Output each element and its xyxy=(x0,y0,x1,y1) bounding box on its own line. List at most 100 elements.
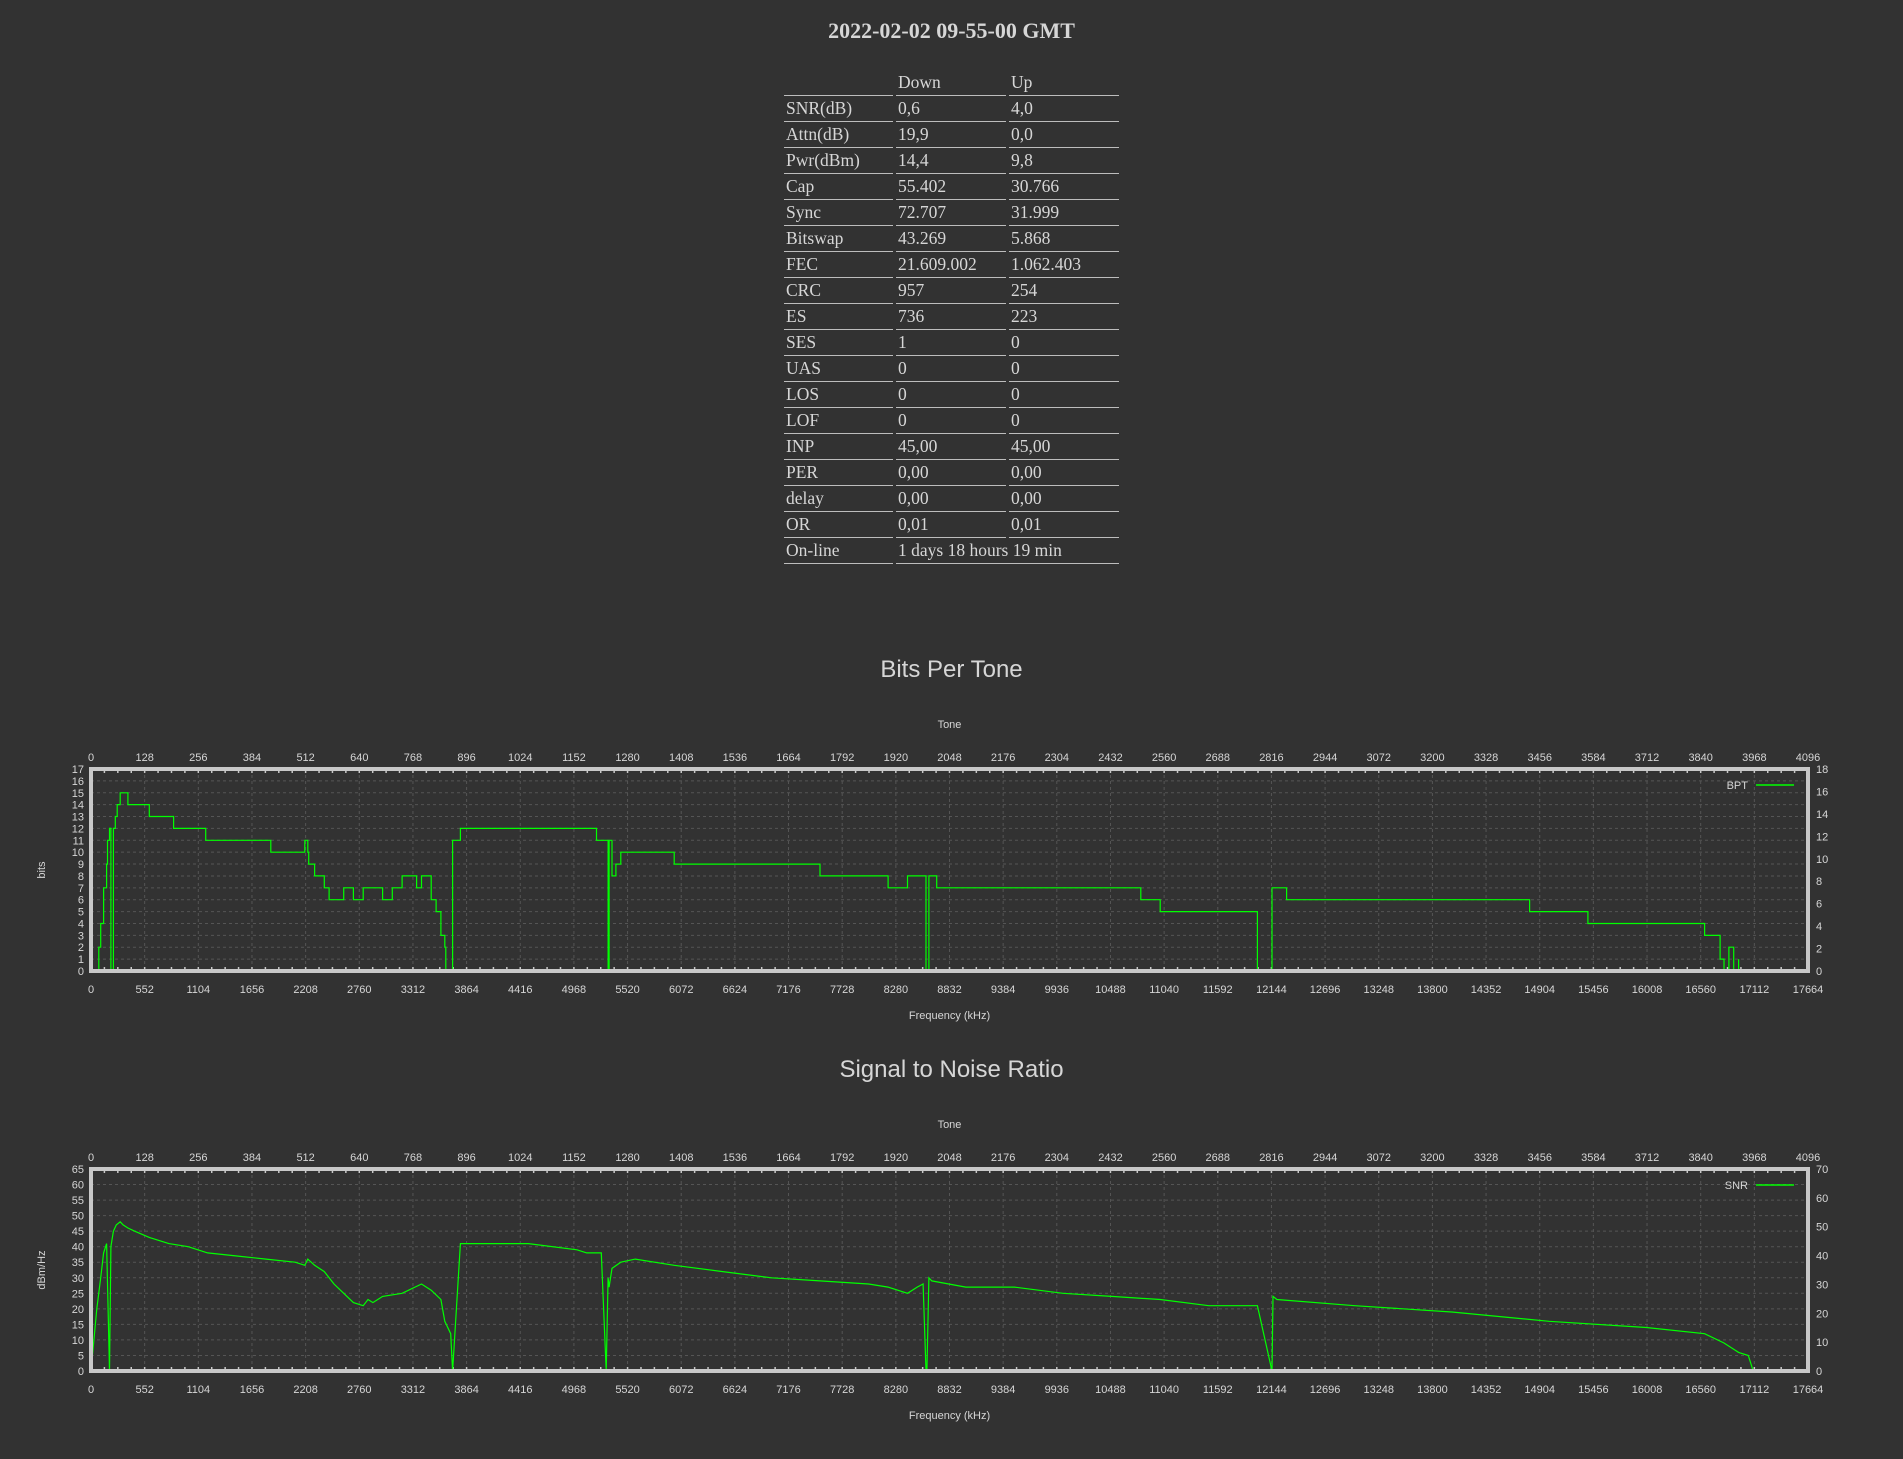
stats-up-value: 0 xyxy=(1009,382,1119,408)
stats-label: Cap xyxy=(784,174,893,200)
plot-frame xyxy=(89,767,1810,973)
stats-label: PER xyxy=(784,460,893,486)
x2-tick-label: 2304 xyxy=(1045,752,1069,764)
y-tick-label: 5 xyxy=(78,1350,84,1362)
y2-tick-label: 10 xyxy=(1816,854,1828,866)
y2-tick-label: 2 xyxy=(1816,944,1822,956)
stats-row: ES 736 223 xyxy=(784,304,1119,330)
stats-row: Bitswap 43.269 5.868 xyxy=(784,226,1119,252)
y2-tick-label: 8 xyxy=(1816,876,1822,888)
stats-down-value: 45,00 xyxy=(896,434,1006,460)
x2-tick-label: 1536 xyxy=(723,752,747,764)
x2-tick-label: 256 xyxy=(189,1152,207,1164)
stats-up-value: 0,00 xyxy=(1009,486,1119,512)
x-tick-label: 11040 xyxy=(1149,1384,1179,1396)
stats-down-value: 0,6 xyxy=(896,96,1006,122)
stats-label: Pwr(dBm) xyxy=(784,148,893,174)
x-tick-label: 12696 xyxy=(1310,984,1341,996)
x-tick-label: 0 xyxy=(88,1384,94,1396)
y2-tick-label: 16 xyxy=(1816,786,1828,798)
stats-down-value: 0 xyxy=(896,408,1006,434)
x2-tick-label: 896 xyxy=(457,1152,475,1164)
stats-up-value: 45,00 xyxy=(1009,434,1119,460)
x-tick-label: 9936 xyxy=(1045,984,1069,996)
x-tick-label: 1656 xyxy=(240,1384,264,1396)
x2-tick-label: 2432 xyxy=(1098,752,1122,764)
x2-axis-label: Tone xyxy=(938,1119,962,1131)
stats-up-value: 4,0 xyxy=(1009,96,1119,122)
x-tick-label: 6072 xyxy=(669,984,693,996)
stats-down-value: 1 xyxy=(896,330,1006,356)
x2-tick-label: 2688 xyxy=(1206,1152,1230,1164)
x-tick-label: 13248 xyxy=(1363,984,1394,996)
x-tick-label: 17112 xyxy=(1739,984,1769,996)
x-tick-label: 10488 xyxy=(1095,1384,1126,1396)
stats-up-value: 30.766 xyxy=(1009,174,1119,200)
y-tick-label: 1 xyxy=(78,954,84,966)
stats-row: SES 1 0 xyxy=(784,330,1119,356)
x-tick-label: 11040 xyxy=(1149,984,1179,996)
x-tick-label: 552 xyxy=(135,984,153,996)
stats-up-value: 0,00 xyxy=(1009,460,1119,486)
snr-chart: Tone Frequency (kHz) dBm/Hz SNR 0 552 1104 1656… xyxy=(36,1119,1828,1422)
y-tick-label: 12 xyxy=(72,823,84,835)
x-tick-label: 13248 xyxy=(1363,1384,1394,1396)
x2-axis-label: Tone xyxy=(938,719,962,731)
x2-tick-label: 0 xyxy=(88,752,94,764)
x2-tick-label: 128 xyxy=(135,752,153,764)
x2-tick-label: 2688 xyxy=(1206,752,1230,764)
y-tick-label: 35 xyxy=(72,1257,84,1269)
y-tick-label: 20 xyxy=(72,1304,84,1316)
x-tick-label: 1104 xyxy=(186,1384,210,1396)
x2-tick-label: 3328 xyxy=(1474,1152,1498,1164)
x-tick-label: 13800 xyxy=(1417,1384,1448,1396)
y-tick-label: 13 xyxy=(72,812,84,824)
y-tick-label: 65 xyxy=(72,1164,84,1176)
stats-up-value: 5.868 xyxy=(1009,226,1119,252)
stats-up-value: 0,0 xyxy=(1009,122,1119,148)
x2-tick-label: 1920 xyxy=(884,1152,908,1164)
y2-tick-label: 50 xyxy=(1816,1222,1828,1234)
y2-tick-label: 0 xyxy=(1816,1366,1822,1378)
x-axis-label: Frequency (kHz) xyxy=(909,1010,990,1022)
stats-up-value: 31.999 xyxy=(1009,200,1119,226)
stats-row: PER 0,00 0,00 xyxy=(784,460,1119,486)
y-tick-label: 40 xyxy=(72,1242,84,1254)
stats-row: Sync 72.707 31.999 xyxy=(784,200,1119,226)
y-tick-label: 8 xyxy=(78,871,84,883)
x-tick-label: 15456 xyxy=(1578,984,1609,996)
x-tick-label: 12144 xyxy=(1256,1384,1287,1396)
x2-tick-label: 1280 xyxy=(615,1152,639,1164)
stats-down-value: 19,9 xyxy=(896,122,1006,148)
x-tick-label: 14352 xyxy=(1471,1384,1502,1396)
x2-tick-label: 768 xyxy=(404,752,422,764)
x-tick-label: 6624 xyxy=(723,984,747,996)
x-tick-label: 3312 xyxy=(401,984,425,996)
x-tick-label: 2760 xyxy=(347,1384,371,1396)
stats-row: LOS 0 0 xyxy=(784,382,1119,408)
x2-tick-label: 3200 xyxy=(1420,1152,1444,1164)
x-tick-label: 8832 xyxy=(937,1384,961,1396)
stats-label: SNR(dB) xyxy=(784,96,893,122)
x-tick-label: 8832 xyxy=(937,984,961,996)
x-tick-label: 8280 xyxy=(884,984,908,996)
legend-label: SNR xyxy=(1725,1180,1748,1192)
stats-down-value: 43.269 xyxy=(896,226,1006,252)
x-tick-label: 3864 xyxy=(454,984,478,996)
stats-row: FEC 21.609.002 1.062.403 xyxy=(784,252,1119,278)
x-tick-label: 7728 xyxy=(830,1384,854,1396)
stats-label: SES xyxy=(784,330,893,356)
x2-tick-label: 2432 xyxy=(1098,1152,1122,1164)
stats-row: Cap 55.402 30.766 xyxy=(784,174,1119,200)
x-tick-label: 1656 xyxy=(240,984,264,996)
y2-tick-label: 18 xyxy=(1816,764,1828,776)
y2-tick-label: 14 xyxy=(1816,809,1828,821)
stats-down-value: 0 xyxy=(896,356,1006,382)
x2-tick-label: 2176 xyxy=(991,1152,1015,1164)
stats-header-row: Down Up xyxy=(784,70,1119,96)
snr-chart-title: Signal to Noise Ratio xyxy=(839,1056,1064,1083)
x-tick-label: 552 xyxy=(135,1384,153,1396)
y-tick-label: 55 xyxy=(72,1195,84,1207)
y-tick-label: 50 xyxy=(72,1211,84,1223)
